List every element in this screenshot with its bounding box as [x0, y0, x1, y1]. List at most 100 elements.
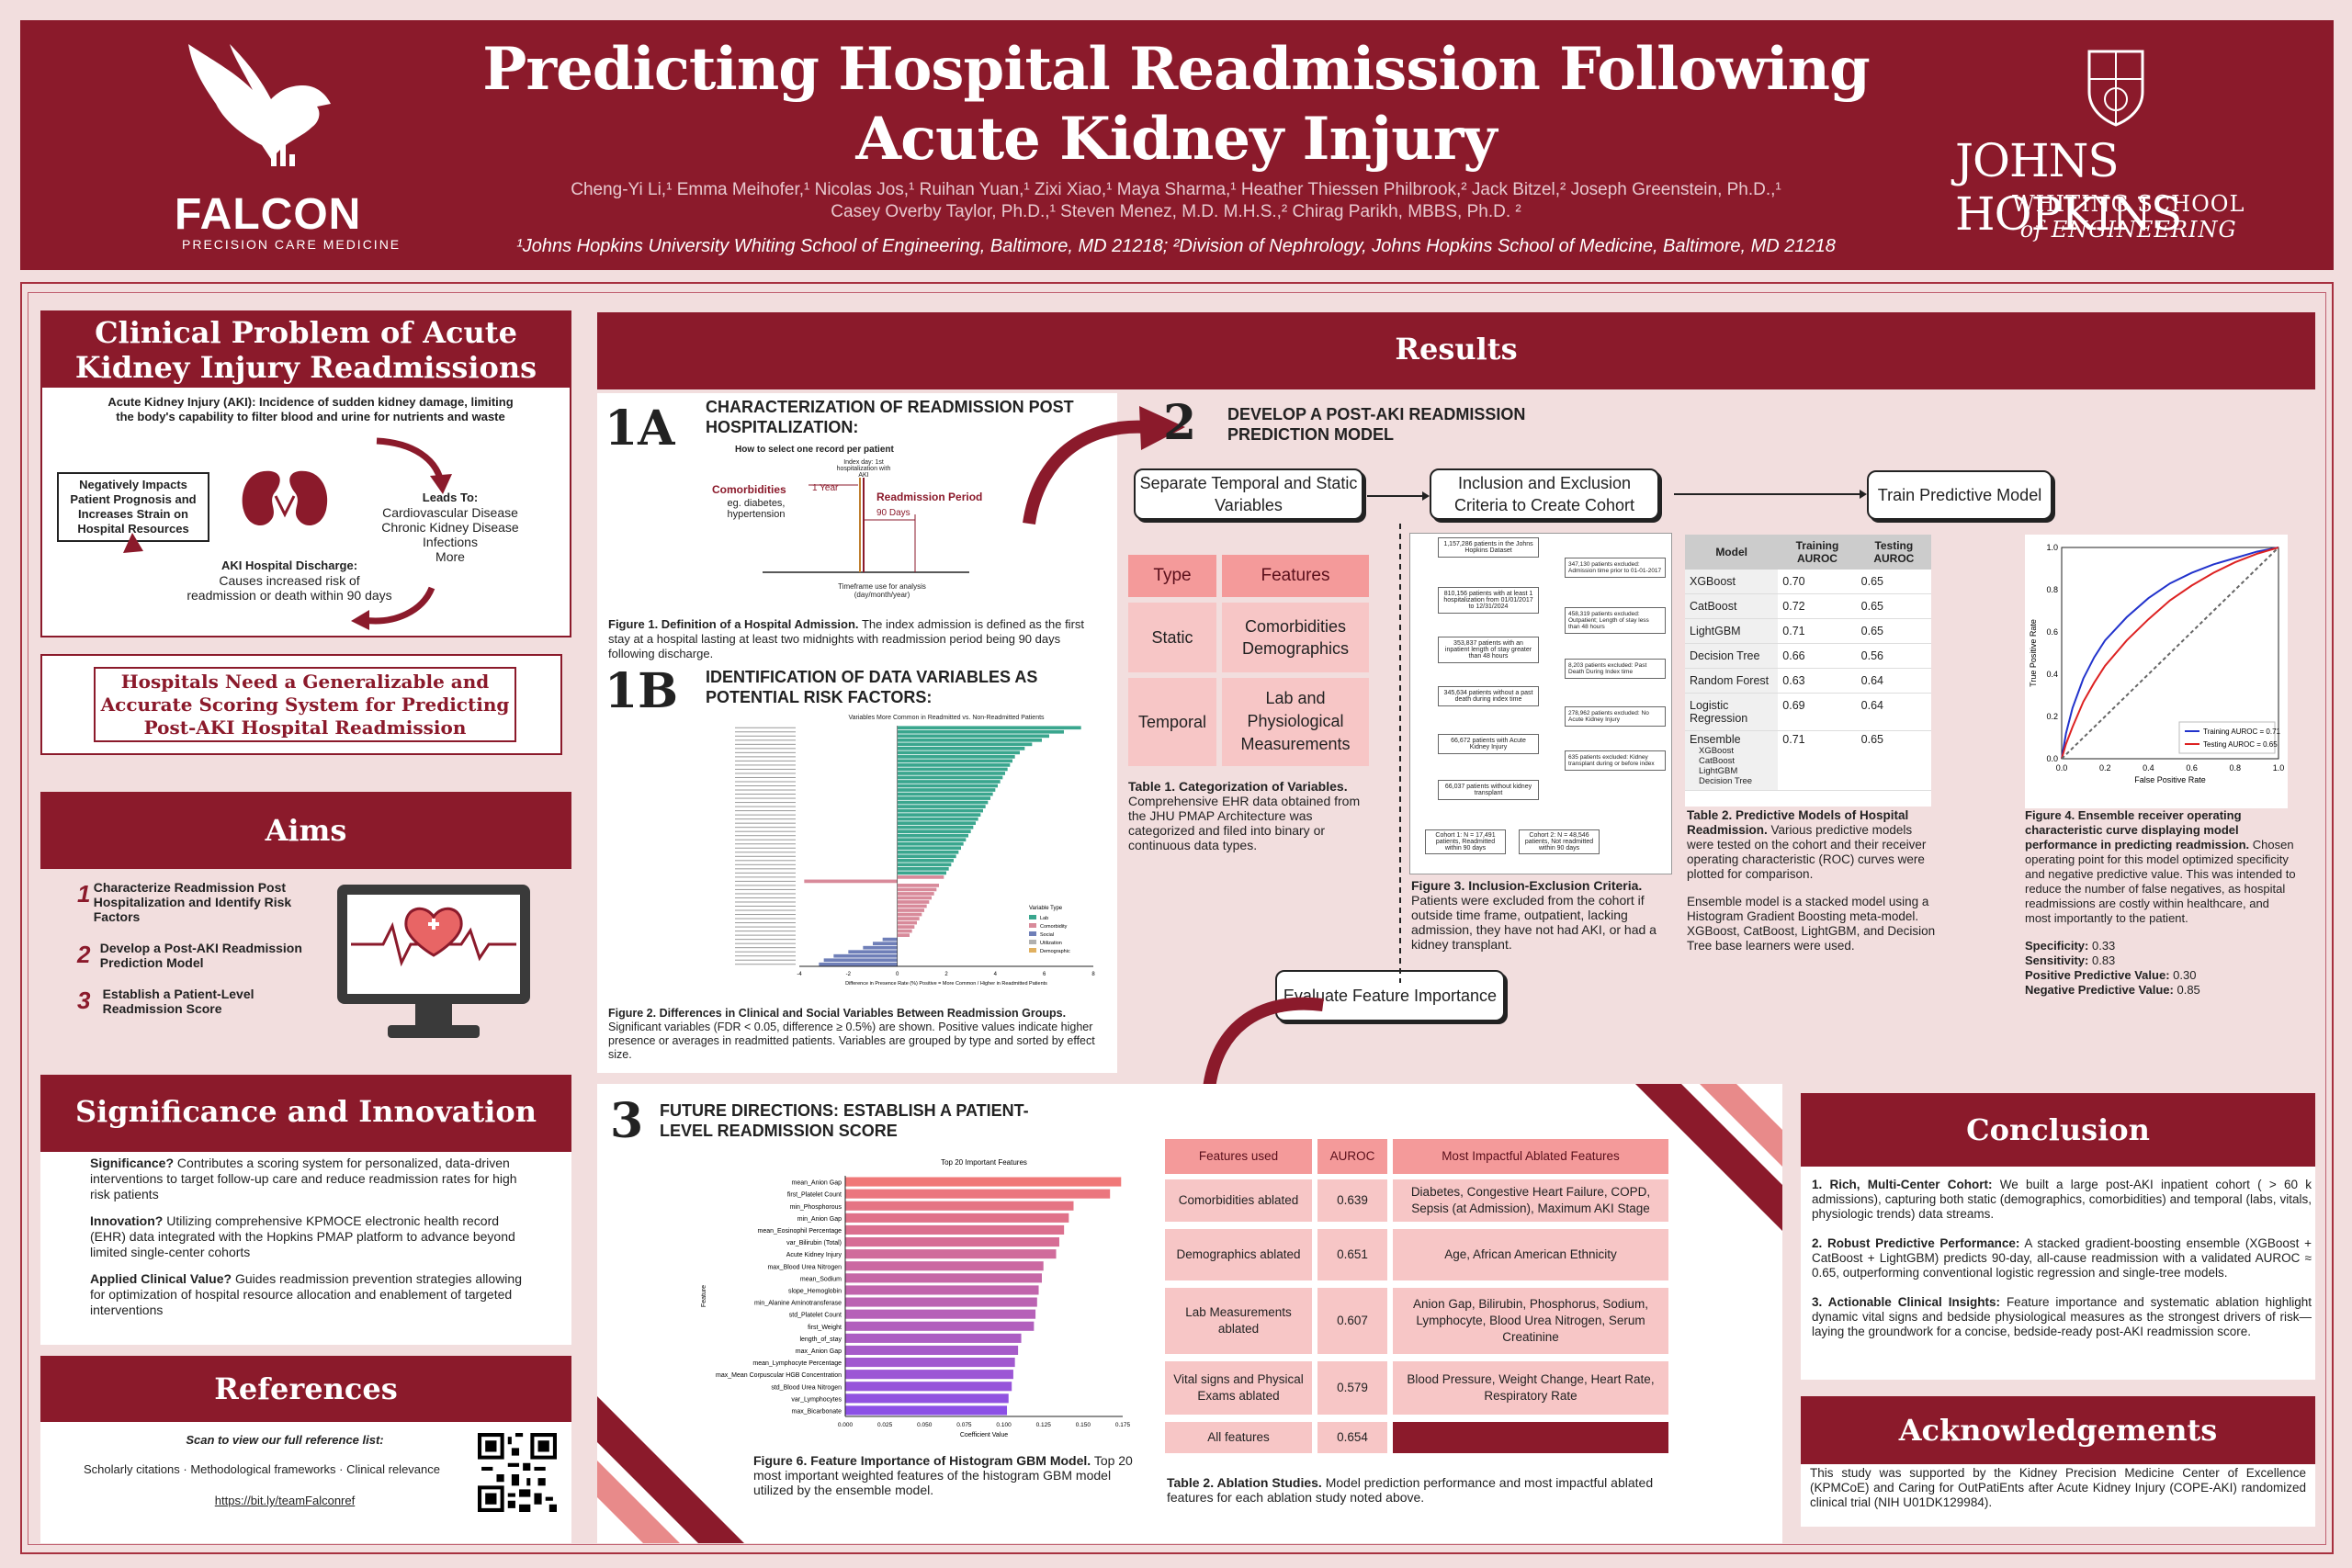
feature-bar — [845, 1405, 1008, 1416]
t3-cell: Vital signs and Physical Exams ablated — [1165, 1361, 1312, 1415]
t2-cell: 0.71 — [1778, 730, 1857, 791]
callout-panel — [40, 654, 562, 755]
variable-bar — [873, 942, 898, 946]
y-axis-label: Feature — [701, 1285, 707, 1307]
feature-bar — [845, 1321, 1035, 1331]
fig3-cohort-2: Cohort 2: N = 48,546 patients, Not readm… — [1519, 829, 1600, 854]
table-2-caption: Table 2. Predictive Models of Hospital R… — [1687, 808, 1936, 953]
feature-label: first_Weight — [808, 1325, 842, 1331]
fig6-caption: Figure 6. Feature Importance of Histogra… — [753, 1453, 1133, 1497]
t3-cell: Age, African American Ethnicity — [1393, 1229, 1668, 1280]
x-tick-label: 0.0 — [2056, 763, 2068, 773]
fig1-comorbidities-sub: eg. diabetes, hypertension — [727, 498, 786, 520]
fig4-roc-chart: 0.0 0.2 0.4 0.6 0.8 1.0 0.0 0.2 0.4 0.6 0.8 1.0 Fals… — [2025, 535, 2288, 808]
x-tick-label: 4 — [994, 972, 998, 977]
variable-bar — [897, 821, 976, 826]
significance-heading: Significance and Innovation — [40, 1075, 571, 1152]
variable-bar — [897, 726, 1081, 730]
references-link[interactable]: https://bit.ly/teamFalconref — [214, 1494, 356, 1507]
y-axis-label: True Positive Rate — [2029, 619, 2038, 687]
variable-bar — [897, 755, 1015, 759]
variable-label — [735, 781, 796, 783]
jhu-shield-icon — [2087, 50, 2144, 127]
variable-bar — [897, 858, 954, 863]
acknowledgements-text: This study was supported by the Kidney P… — [1810, 1466, 2306, 1509]
x-tick-label: 0 — [896, 972, 899, 977]
feature-label: slope_Hemoglobin — [788, 1288, 842, 1294]
fig2-caption: Figure 2. Differences in Clinical and So… — [608, 1007, 1095, 1061]
variable-label — [735, 794, 796, 795]
roc-series-line — [2061, 547, 2279, 760]
t3-header: Features used — [1165, 1139, 1312, 1174]
variable-label — [735, 802, 796, 804]
aki-definition: Acute Kidney Injury (AKI): Incidence of … — [107, 395, 514, 423]
section-1b-number: 1B — [605, 663, 679, 719]
variable-bar — [897, 829, 971, 834]
x-tick-label: 6 — [1043, 972, 1046, 977]
aims-heading: Aims — [40, 792, 571, 869]
variable-bar — [897, 866, 949, 871]
feature-label: var_Lymphocytes — [791, 1396, 842, 1403]
t3-cell: 0.654 — [1317, 1422, 1387, 1453]
falcon-logo-subtitle: PRECISION CARE MEDICINE — [182, 237, 401, 252]
variable-bar — [897, 917, 920, 920]
variable-bar — [897, 734, 1049, 739]
variable-label — [735, 830, 796, 832]
variable-bar — [897, 887, 937, 892]
qr-code-icon[interactable] — [478, 1433, 557, 1512]
fig2-legend: Variable Type Lab Comorbidity Social Utiliza… — [1029, 906, 1070, 954]
section-1b-title: IDENTIFICATION OF DATA VARIABLES AS POTE… — [706, 668, 1038, 706]
metric: Negative Predictive Value: 0.85 — [2025, 983, 2200, 997]
table-1: Type Features Static Comorbidities Demog… — [1128, 555, 1369, 766]
feature-bar — [845, 1393, 1009, 1404]
feature-label: max_Bicarbonate — [792, 1408, 842, 1415]
legend-label: Testing AUROC = 0.65 — [2203, 740, 2278, 749]
x-tick-label: 0.075 — [956, 1422, 972, 1428]
variable-label — [735, 951, 796, 953]
legend-label: Demographic — [1040, 949, 1070, 954]
section-1a-title: CHARACTERIZATION OF READMISSION POST HOS… — [706, 398, 1074, 436]
table-1-caption: Table 1. Categorization of Variables. Co… — [1128, 779, 1361, 852]
y-tick-label: 0.4 — [2046, 670, 2058, 679]
fig2-diverging-bar-chart: -4 -2 0 2 4 6 8 Difference in Presence Rate (%)… — [735, 726, 1095, 987]
feature-bar — [845, 1333, 1022, 1343]
variable-bar — [897, 854, 956, 859]
variable-label — [735, 822, 796, 824]
x-tick-label: 0.4 — [2143, 763, 2154, 773]
variable-bar — [897, 763, 1011, 767]
variable-bar — [897, 738, 1042, 742]
fig1-title: How to select one record per patient — [735, 445, 894, 455]
t2-cell: 0.65 — [1856, 730, 1931, 791]
feature-label: mean_Eosinophil Percentage — [758, 1228, 842, 1235]
t2-row: XGBoost 0.70 0.65 — [1685, 570, 1931, 594]
step-train-model: Train Predictive Model — [1867, 470, 2052, 520]
feature-bar — [845, 1382, 1012, 1392]
y-tick-label: 0.6 — [2046, 627, 2058, 637]
fig3-step-box: 345,634 patients without a past death du… — [1438, 686, 1539, 706]
variable-label — [735, 926, 796, 928]
feature-bar — [845, 1189, 1111, 1199]
x-tick-label: 2 — [944, 972, 948, 977]
x-tick-label: 0.8 — [2230, 763, 2242, 773]
fig3-exclusion-box: 635 patients excluded: Kidney transplant… — [1565, 750, 1666, 771]
t3-cell: 0.607 — [1317, 1288, 1387, 1354]
legend-swatch — [1029, 923, 1036, 928]
variable-label — [735, 743, 796, 745]
t2-row: Logistic Regression 0.69 0.64 — [1685, 693, 1931, 731]
t2-cell: 0.71 — [1778, 618, 1857, 644]
section-1a-number: 1A — [605, 400, 675, 457]
section-3-title: FUTURE DIRECTIONS: ESTABLISH A PATIENT-L… — [660, 1101, 1029, 1140]
x-axis-label: False Positive Rate — [2134, 775, 2206, 784]
step-evaluate-importance: Evaluate Feature Importance — [1275, 970, 1505, 1021]
t2-cell: Logistic Regression — [1685, 693, 1779, 731]
kidney-icon — [242, 470, 328, 526]
variable-bar — [897, 846, 961, 851]
fig3-step-box: 353,837 patients with an inpatient lengt… — [1438, 637, 1539, 663]
variable-bar — [848, 950, 898, 954]
x-tick-label: 0.175 — [1115, 1422, 1131, 1428]
fig3-step-box: 66,672 patients with Acute Kidney Injury — [1438, 734, 1539, 754]
variable-label — [735, 939, 796, 941]
variable-label — [735, 893, 796, 895]
variable-label — [735, 827, 796, 829]
cycle-arrows-icon — [119, 432, 452, 630]
